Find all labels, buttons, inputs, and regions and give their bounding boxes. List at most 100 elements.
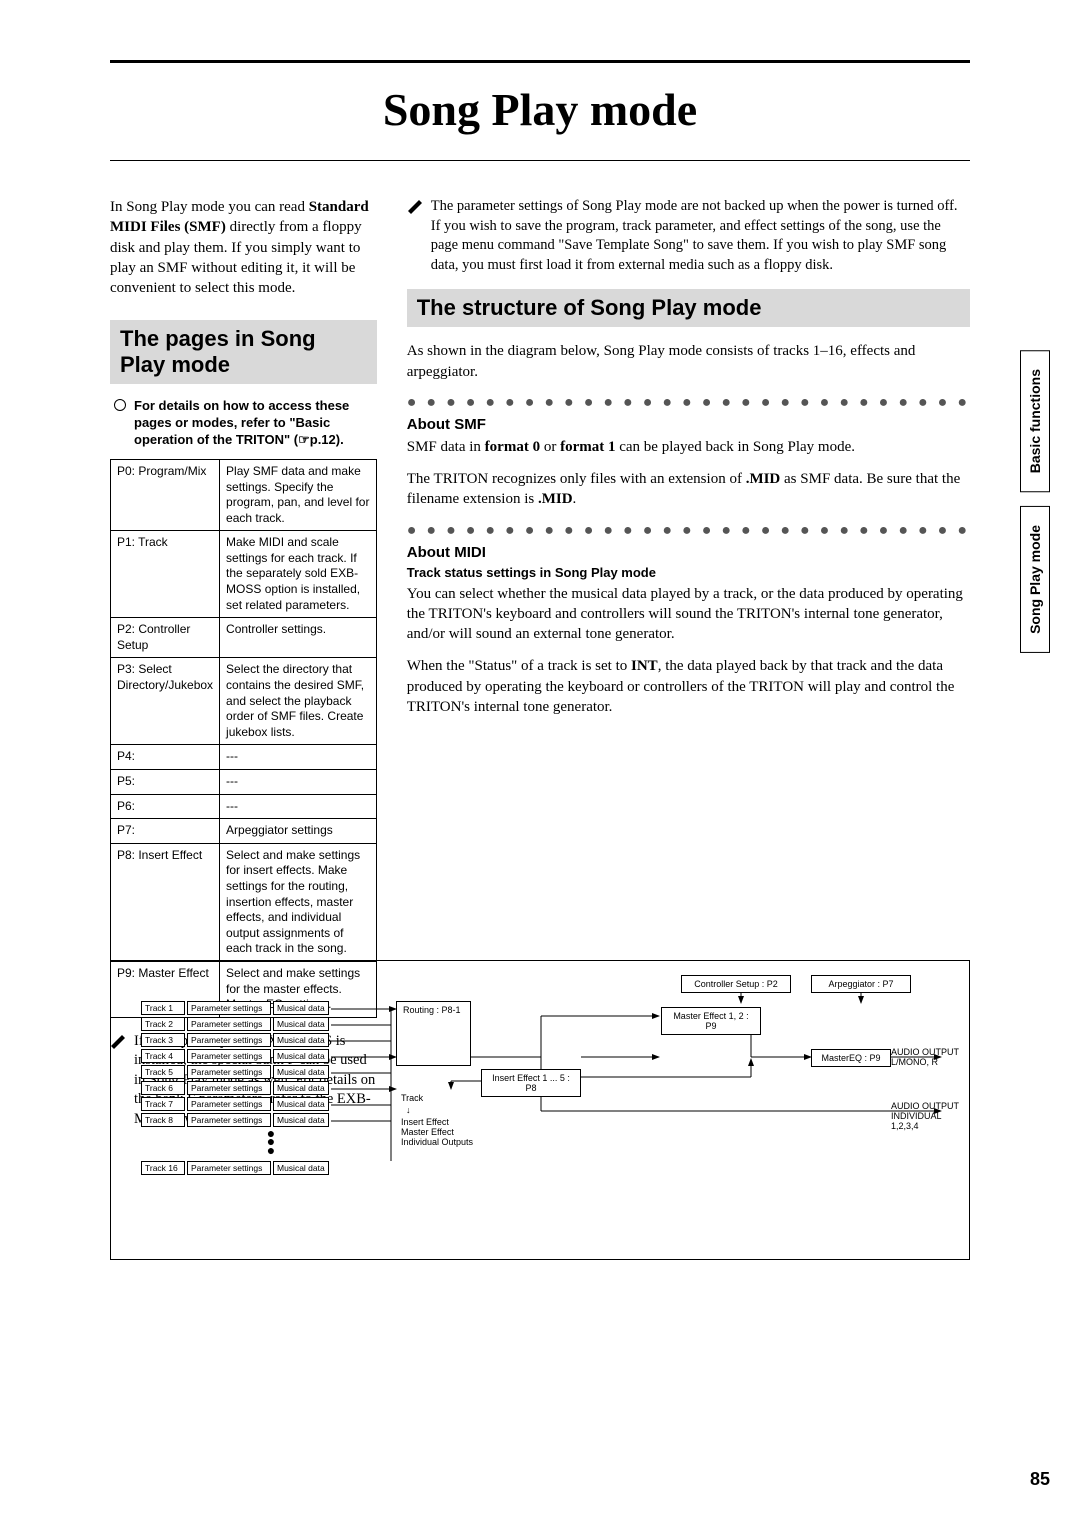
tab-basic-functions: Basic functions <box>1020 350 1050 492</box>
track-label: Track 6 <box>141 1081 185 1095</box>
insert-effect-box: Insert Effect 1 ... 5 : P8 <box>481 1069 581 1097</box>
routing-sub-track: Track <box>401 1093 423 1103</box>
midi-p2b: INT <box>631 658 658 674</box>
smf-e: can be played back in Song Play mode. <box>615 439 855 455</box>
intro-paragraph: In Song Play mode you can read Standard … <box>110 197 377 298</box>
routing-sub-insert: Insert Effect <box>401 1117 449 1127</box>
table-row: P5:--- <box>111 770 377 795</box>
track-label: Track 7 <box>141 1097 185 1111</box>
table-row: P3: Select Directory/JukeboxSelect the d… <box>111 658 377 745</box>
audio-out-2: AUDIO OUTPUT INDIVIDUAL 1,2,3,4 <box>891 1101 971 1131</box>
midi-p2: When the "Status" of a track is set to I… <box>407 656 970 717</box>
hint-circle-icon <box>114 399 126 411</box>
backup-note-text: The parameter settings of Song Play mode… <box>431 198 958 273</box>
page-name-cell: P0: Program/Mix <box>111 459 220 530</box>
controller-box: Controller Setup : P2 <box>681 975 791 993</box>
page-desc-cell: Select the directory that contains the d… <box>220 658 377 745</box>
track-status-heading: Track status settings in Song Play mode <box>407 565 970 580</box>
track-label: Track 3 <box>141 1033 185 1047</box>
structure-intro: As shown in the diagram below, Song Play… <box>407 341 970 382</box>
backup-note: The parameter settings of Song Play mode… <box>407 197 970 275</box>
track-label: Track 8 <box>141 1113 185 1127</box>
tab-song-play-mode: Song Play mode <box>1020 506 1050 653</box>
musical-data-cell: Musical data <box>273 1081 329 1095</box>
page-desc-cell: --- <box>220 794 377 819</box>
smf-b: format 0 <box>485 439 540 455</box>
about-smf-heading: About SMF <box>407 416 970 433</box>
top-rule <box>110 60 970 63</box>
smf-p1: SMF data in format 0 or format 1 can be … <box>407 437 970 457</box>
table-row: P4:--- <box>111 745 377 770</box>
param-settings-cell: Parameter settings <box>187 1065 271 1079</box>
page-name-cell: P1: Track <box>111 531 220 618</box>
pages-table: P0: Program/MixPlay SMF data and make se… <box>110 459 377 1018</box>
page-name-cell: P4: <box>111 745 220 770</box>
param-settings-cell: Parameter settings <box>187 1161 271 1175</box>
track-label: Track 16 <box>141 1161 185 1175</box>
table-row: P7:Arpeggiator settings <box>111 819 377 844</box>
left-heading: The pages in Song Play mode <box>110 320 377 384</box>
musical-data-cell: Musical data <box>273 1065 329 1079</box>
musical-data-cell: Musical data <box>273 1001 329 1015</box>
track-label: Track 2 <box>141 1017 185 1031</box>
page-title: Song Play mode <box>110 83 970 136</box>
track-label: Track 4 <box>141 1049 185 1063</box>
page-desc-cell: --- <box>220 745 377 770</box>
access-hint: For details on how to access these pages… <box>110 398 377 449</box>
structure-diagram: Track 1Parameter settingsMusical dataTra… <box>110 960 970 1260</box>
vertical-dots: ●●● <box>241 1131 301 1156</box>
page-desc-cell: Select and make settings for insert effe… <box>220 843 377 961</box>
page-desc-cell: Controller settings. <box>220 618 377 658</box>
musical-data-cell: Musical data <box>273 1033 329 1047</box>
musical-data-cell: Musical data <box>273 1097 329 1111</box>
about-midi-heading: About MIDI <box>407 544 970 561</box>
routing-sub-master: Master Effect <box>401 1127 454 1137</box>
audio-out-1: AUDIO OUTPUT L/MONO, R <box>891 1047 966 1067</box>
smf-d: format 1 <box>560 439 615 455</box>
musical-data-cell: Musical data <box>273 1161 329 1175</box>
page-desc-cell: Arpeggiator settings <box>220 819 377 844</box>
pencil-icon <box>407 199 423 222</box>
page-desc-cell: Make MIDI and scale settings for each tr… <box>220 531 377 618</box>
master-eq-box: MasterEQ : P9 <box>811 1049 891 1067</box>
table-row: P8: Insert EffectSelect and make setting… <box>111 843 377 961</box>
routing-sub-indiv: Individual Outputs <box>401 1137 473 1147</box>
musical-data-cell: Musical data <box>273 1113 329 1127</box>
page-number: 85 <box>1030 1469 1050 1490</box>
smf-p2: The TRITON recognizes only files with an… <box>407 469 970 510</box>
param-settings-cell: Parameter settings <box>187 1001 271 1015</box>
page-name-cell: P7: <box>111 819 220 844</box>
param-settings-cell: Parameter settings <box>187 1081 271 1095</box>
page-desc-cell: --- <box>220 770 377 795</box>
track-label: Track 1 <box>141 1001 185 1015</box>
smf-i: .MID <box>538 491 573 507</box>
side-tabs: Basic functions Song Play mode <box>1020 350 1050 653</box>
routing-box: Routing : P8-1 <box>396 1001 471 1066</box>
musical-data-cell: Musical data <box>273 1017 329 1031</box>
midi-p1: You can select whether the musical data … <box>407 584 970 645</box>
midi-p2a: When the "Status" of a track is set to <box>407 658 631 674</box>
track-label: Track 5 <box>141 1065 185 1079</box>
arpeggiator-box: Arpeggiator : P7 <box>811 975 911 993</box>
page-name-cell: P5: <box>111 770 220 795</box>
param-settings-cell: Parameter settings <box>187 1113 271 1127</box>
param-settings-cell: Parameter settings <box>187 1049 271 1063</box>
param-settings-cell: Parameter settings <box>187 1017 271 1031</box>
right-heading: The structure of Song Play mode <box>407 289 970 327</box>
page-name-cell: P3: Select Directory/Jukebox <box>111 658 220 745</box>
page-name-cell: P2: Controller Setup <box>111 618 220 658</box>
page-name-cell: P8: Insert Effect <box>111 843 220 961</box>
master-effect-box: Master Effect 1, 2 : P9 <box>661 1007 761 1035</box>
hint-text-b: p.12). <box>310 432 344 447</box>
smf-a: SMF data in <box>407 439 485 455</box>
title-underline <box>110 160 970 161</box>
table-row: P1: TrackMake MIDI and scale settings fo… <box>111 531 377 618</box>
dotted-divider: ● ● ● ● ● ● ● ● ● ● ● ● ● ● ● ● ● ● ● ● … <box>407 394 970 412</box>
smf-g: .MID <box>746 471 781 487</box>
routing-sub-arrow: ↓ <box>406 1105 411 1115</box>
smf-c: or <box>540 439 560 455</box>
smf-j: . <box>573 491 577 507</box>
page-name-cell: P6: <box>111 794 220 819</box>
musical-data-cell: Musical data <box>273 1049 329 1063</box>
smf-f: The TRITON recognizes only files with an… <box>407 471 746 487</box>
